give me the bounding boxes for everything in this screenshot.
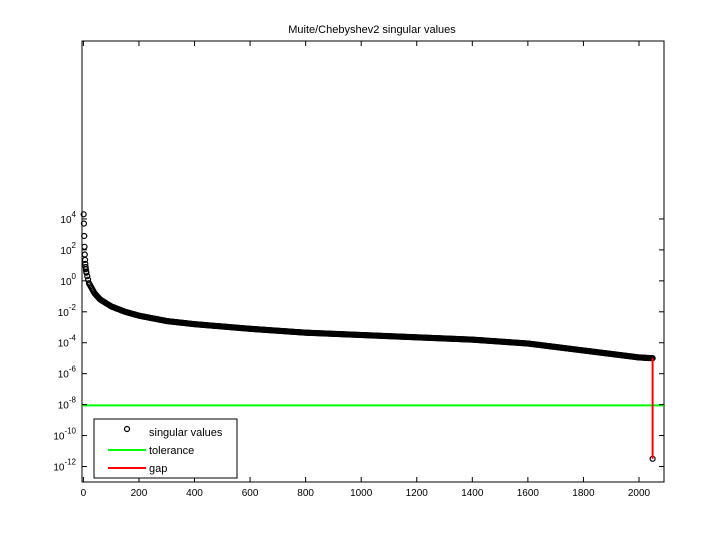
x-tick-label: 0 (81, 488, 87, 499)
y-tick-label: 10-2 (58, 303, 77, 319)
x-tick-label: 400 (186, 488, 203, 499)
legend-label: tolerance (149, 445, 194, 457)
singular-value-point (81, 256, 89, 264)
y-tick-label: 10-6 (58, 365, 77, 381)
y-tick-label: 102 (60, 241, 76, 257)
singular-value-point (80, 220, 88, 227)
x-axis: 0 200 400 600 800 1000 1200 1400 1600 1800 2000 (81, 41, 651, 499)
singular-value-point (84, 273, 91, 280)
x-tick-label: 1000 (350, 488, 373, 499)
y-tick-label: 104 (60, 210, 76, 226)
legend-label: singular values (149, 427, 223, 439)
singular-value-point (81, 232, 88, 240)
legend-label: gap (149, 463, 167, 475)
singular-value-point (81, 243, 88, 250)
singular-value-point (80, 211, 87, 218)
singular-value-point (83, 269, 90, 276)
x-tick-label: 2000 (628, 488, 651, 499)
singular-value-point (82, 266, 89, 273)
singular-value-point (81, 251, 88, 258)
chart-title: Muite/Chebyshev2 singular values (288, 24, 456, 36)
x-tick-label: 800 (297, 488, 314, 499)
y-tick-label: 10-4 (58, 334, 77, 350)
legend: singular values tolerance gap (93, 418, 238, 479)
y-tick-label: 10-8 (58, 396, 77, 412)
singular-values-markers (80, 211, 656, 462)
y-tick-label: 10-10 (53, 427, 76, 443)
x-tick-label: 1200 (406, 488, 429, 499)
x-tick-label: 1400 (461, 488, 484, 499)
x-tick-label: 1800 (572, 488, 595, 499)
x-tick-label: 600 (242, 488, 259, 499)
y-tick-label: 100 (60, 272, 76, 288)
plot-area (80, 40, 665, 483)
legend-marker-singular-values (123, 425, 131, 433)
y-tick-label: 10-12 (53, 458, 76, 474)
plot-frame (81, 40, 665, 483)
x-tick-label: 1600 (517, 488, 540, 499)
x-tick-label: 200 (131, 488, 148, 499)
